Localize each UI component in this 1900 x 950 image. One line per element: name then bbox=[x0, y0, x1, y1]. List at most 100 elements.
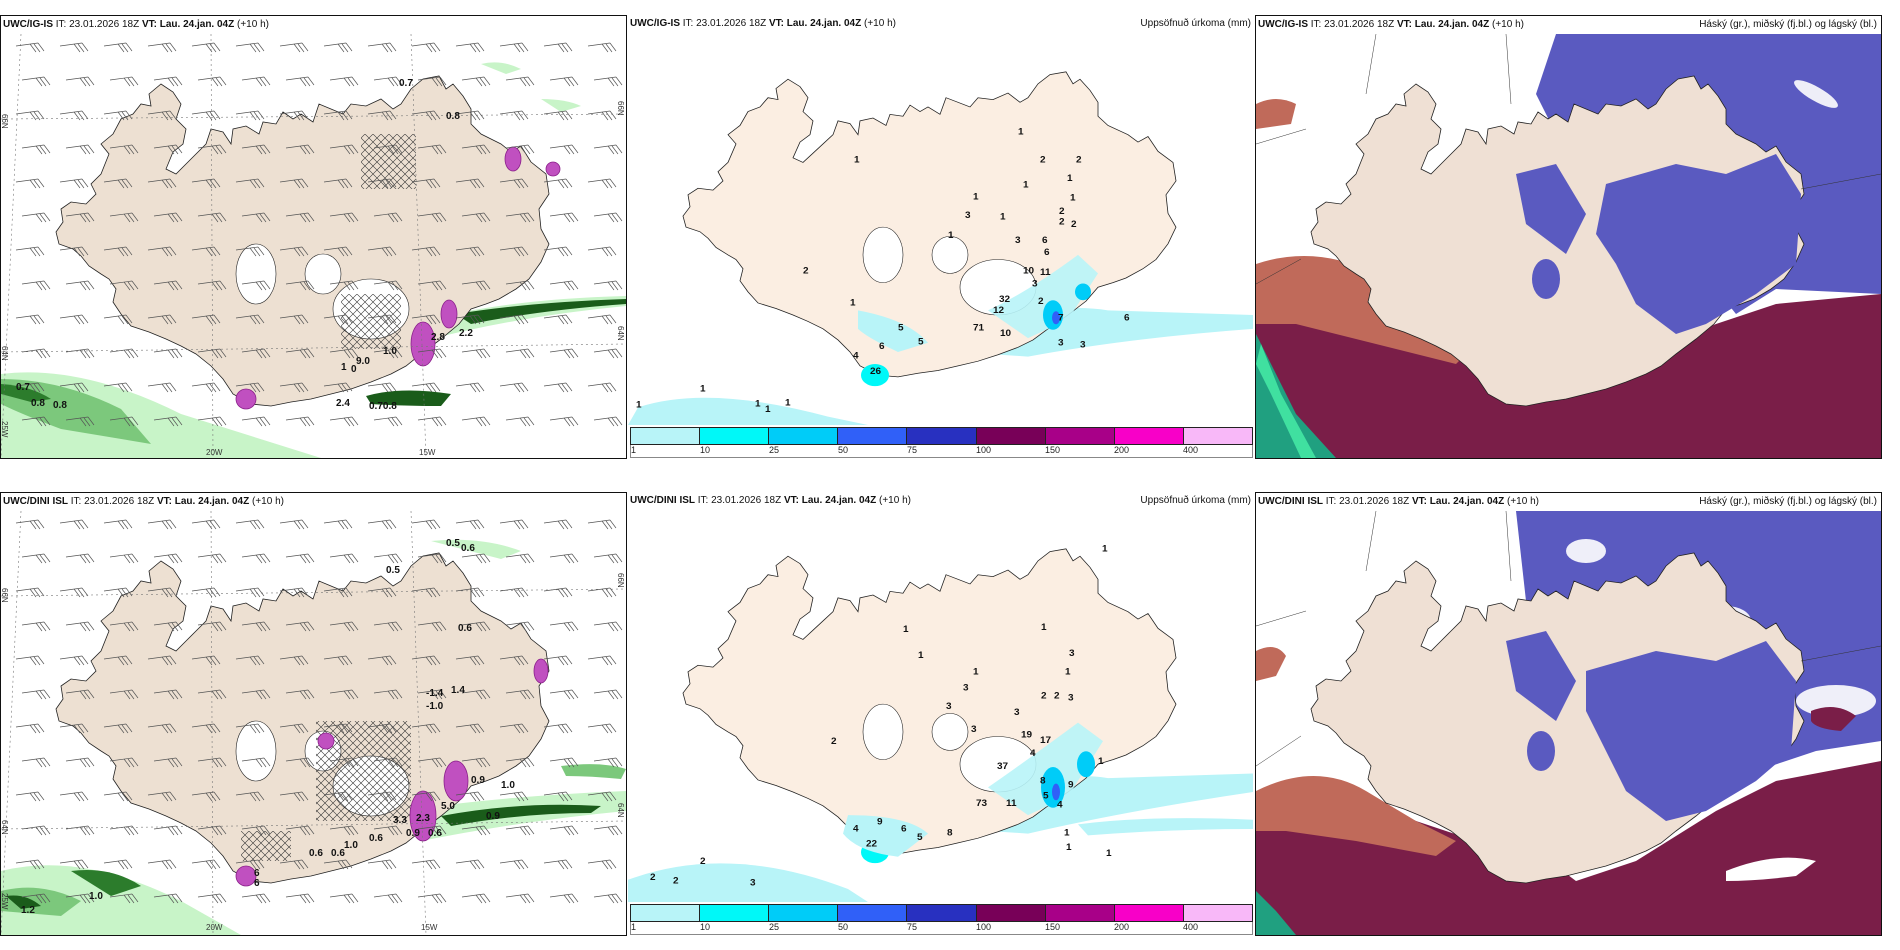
wind-barb bbox=[279, 110, 309, 121]
wind-barb bbox=[147, 587, 177, 598]
it-value: 23.01.2026 18Z bbox=[711, 495, 782, 506]
value-label: 1.4 bbox=[451, 685, 465, 696]
wind-barb bbox=[59, 791, 89, 802]
wind-barb bbox=[59, 178, 89, 189]
wind-barb bbox=[505, 144, 535, 155]
wind-barb bbox=[59, 859, 89, 870]
wind-barb bbox=[417, 348, 447, 359]
value-label: 3 bbox=[750, 878, 756, 889]
wind-barb bbox=[461, 689, 491, 700]
wind-barb bbox=[109, 689, 139, 700]
wind-barb bbox=[587, 110, 617, 121]
value-label: 2.3 bbox=[416, 813, 430, 824]
wind-barb bbox=[15, 42, 45, 53]
vt-value: Lau. 24.jan. 04Z bbox=[159, 19, 235, 30]
lon-label: 20W bbox=[206, 448, 223, 457]
wind-barb bbox=[461, 893, 491, 904]
wind-barb bbox=[21, 348, 51, 359]
wind-barb bbox=[587, 178, 617, 189]
wind-barb bbox=[103, 859, 133, 870]
wind-barb bbox=[103, 246, 133, 257]
wind-barb bbox=[59, 519, 89, 530]
wind-barb bbox=[241, 621, 271, 632]
value-label: 2 bbox=[831, 736, 837, 747]
wind-barb bbox=[279, 859, 309, 870]
wind-barb bbox=[461, 280, 491, 291]
wind-barb bbox=[103, 655, 133, 666]
wind-barb bbox=[65, 553, 95, 564]
wind-barb bbox=[241, 757, 271, 768]
lead-time: (+10 h) bbox=[1492, 19, 1524, 30]
value-label: 9 bbox=[877, 817, 883, 828]
wind-barb bbox=[15, 655, 45, 666]
wind-barb bbox=[329, 553, 359, 564]
wind-barb bbox=[587, 246, 617, 257]
wind-barb bbox=[417, 621, 447, 632]
wind-barb bbox=[147, 655, 177, 666]
vt-label: VT: bbox=[768, 18, 784, 29]
value-label: 3 bbox=[965, 210, 971, 221]
panel-title: UWC/IG-IS IT: 23.01.2026 18Z VT: Lau. 24… bbox=[1258, 19, 1524, 30]
wind-barb bbox=[593, 280, 623, 291]
field-title: Uppsöfnuð úrkoma (mm) bbox=[1140, 495, 1251, 506]
precip-map: 1 1 2 2 1 1 1 1 3 1 2 2 2 1 3 6 6 10 11 … bbox=[628, 33, 1253, 425]
value-label: 6 bbox=[1124, 313, 1130, 324]
value-label: 1 bbox=[700, 384, 706, 395]
wind-barb bbox=[59, 314, 89, 325]
wind-barb bbox=[499, 723, 529, 734]
wind-barb bbox=[505, 893, 535, 904]
wind-barb bbox=[197, 76, 227, 87]
grid-lines bbox=[1, 34, 626, 458]
vt-value: Lau. 24.jan. 04Z bbox=[786, 18, 862, 29]
wind-barb bbox=[15, 519, 45, 530]
wind-barb bbox=[543, 859, 573, 870]
wind-barb bbox=[499, 655, 529, 666]
wind-barb bbox=[549, 893, 579, 904]
wind-barb bbox=[103, 110, 133, 121]
wind-barb bbox=[65, 348, 95, 359]
it-value: 23.01.2026 18Z bbox=[84, 496, 155, 507]
wind-barb bbox=[593, 621, 623, 632]
wind-barb bbox=[593, 553, 623, 564]
field-title: Uppsöfnuð úrkoma (mm) bbox=[1140, 18, 1251, 29]
wind-barb bbox=[587, 314, 617, 325]
wind-barb bbox=[279, 42, 309, 53]
wind-barb bbox=[499, 314, 529, 325]
value-label: 10 bbox=[1023, 266, 1034, 277]
wind-barb bbox=[197, 689, 227, 700]
wind-barb bbox=[21, 416, 51, 427]
wind-barb bbox=[191, 110, 221, 121]
wind-barb bbox=[455, 519, 485, 530]
value-label: 1 bbox=[1067, 173, 1073, 184]
wind-barb bbox=[21, 689, 51, 700]
wind-barb bbox=[285, 553, 315, 564]
wind-barb bbox=[147, 178, 177, 189]
cloud-over-land bbox=[1516, 154, 1801, 334]
wind-barb bbox=[235, 382, 265, 393]
wind-barb bbox=[417, 553, 447, 564]
value-label: 11 bbox=[1040, 268, 1051, 279]
wind-barb bbox=[241, 76, 271, 87]
colorbar-swatch bbox=[1114, 905, 1184, 921]
wind-barb bbox=[417, 212, 447, 223]
wind-barb bbox=[411, 42, 441, 53]
wind-barb bbox=[455, 110, 485, 121]
value-label: 2 bbox=[673, 876, 679, 887]
value-label: 1.0 bbox=[89, 891, 103, 902]
wind-barb bbox=[65, 621, 95, 632]
wind-barb bbox=[147, 382, 177, 393]
wind-barb bbox=[65, 76, 95, 87]
wind-barb bbox=[367, 587, 397, 598]
wind-barb bbox=[549, 621, 579, 632]
lon-label: 15W bbox=[419, 448, 436, 457]
value-label: 1.2 bbox=[21, 905, 35, 916]
wind-barb bbox=[147, 723, 177, 734]
wind-barb bbox=[373, 757, 403, 768]
wind-barb bbox=[329, 212, 359, 223]
wind-barb bbox=[587, 382, 617, 393]
wind-barb bbox=[197, 212, 227, 223]
value-label: 5 bbox=[1043, 791, 1049, 802]
lead-time: (+10 h) bbox=[879, 495, 911, 506]
colorbar-tick-label: 10 bbox=[699, 922, 710, 932]
wind-barb bbox=[191, 723, 221, 734]
